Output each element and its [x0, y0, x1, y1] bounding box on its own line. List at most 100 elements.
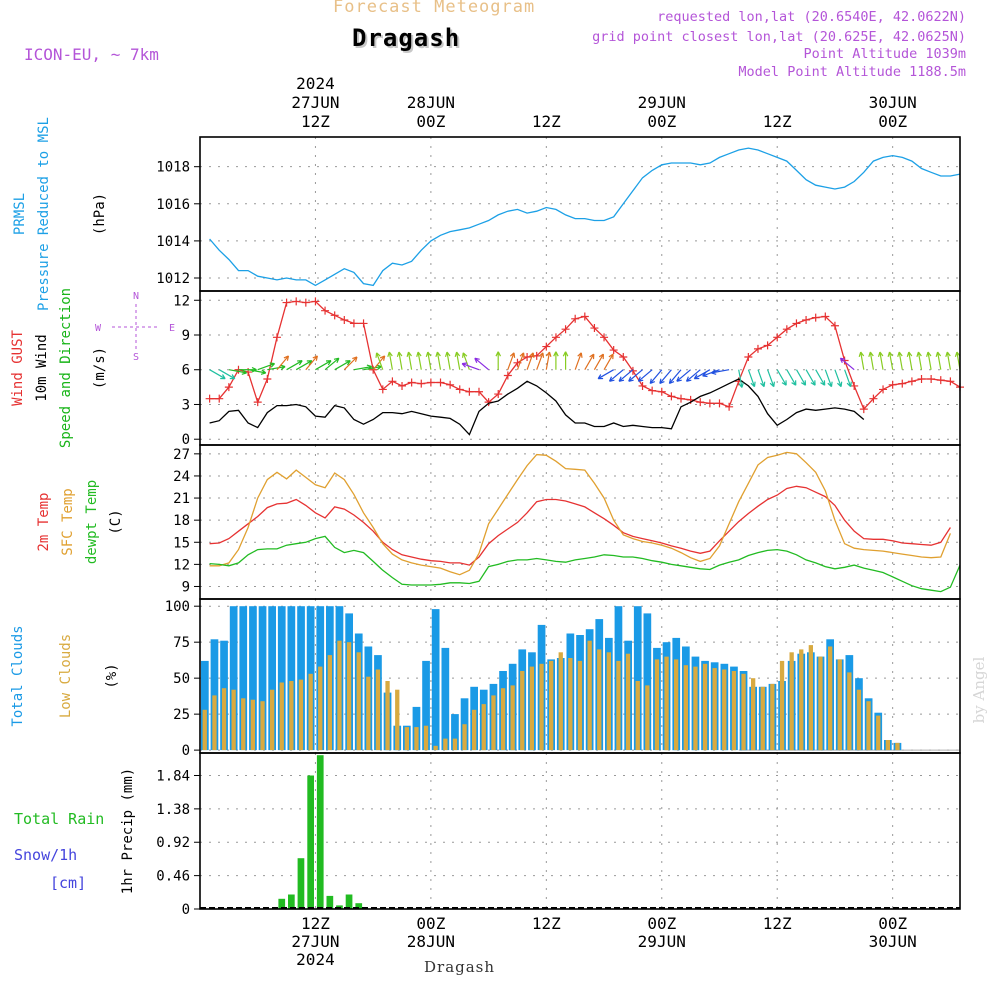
wind-arrow	[545, 351, 552, 370]
panel4-low-cloud-bar	[683, 665, 688, 751]
panel4-total-cloud-bar	[258, 606, 267, 751]
panel4-low-cloud-bar	[847, 672, 852, 751]
panel4-low-cloud-bar	[221, 688, 227, 751]
compass-n: N	[133, 291, 139, 302]
panel4-low-cloud-bar	[876, 715, 881, 751]
gust-marker	[330, 311, 339, 320]
top-time-label: 12Z	[763, 112, 792, 131]
gust-marker	[571, 314, 580, 323]
compass-s: S	[133, 352, 139, 363]
wind-arrow	[584, 353, 595, 370]
panel5-rain-bar	[307, 775, 314, 909]
panel2-ytick-label: 9	[182, 328, 190, 344]
bottom-time-label: 27JUN	[291, 932, 339, 951]
panel4-ylabel: (%)	[104, 663, 120, 688]
gust-marker	[869, 394, 878, 403]
gust-marker	[773, 333, 782, 342]
panel4-total-cloud-bar	[268, 606, 276, 751]
grid-coords: grid point closest lon,lat (20.625E, 42.…	[592, 29, 966, 45]
gust-marker	[359, 319, 368, 328]
panel4-total-cloud-bar	[451, 714, 459, 751]
panel4-low-cloud-bar	[491, 695, 496, 751]
wind-arrow	[343, 356, 358, 371]
panel4-ytick-label: 100	[165, 599, 190, 615]
wind-arrow	[858, 351, 865, 370]
gust-marker	[821, 312, 830, 321]
wind-arrow	[454, 351, 461, 370]
panel4-low-cloud-bar	[818, 656, 823, 751]
wind-arrow	[286, 360, 303, 371]
panel4-total-cloud-bar	[239, 606, 248, 751]
gust-marker	[542, 342, 551, 351]
panel4-low-cloud-bar	[452, 738, 458, 751]
bottom-time-label: 29JUN	[638, 932, 686, 951]
panel4-low-cloud-bar	[674, 659, 679, 751]
gust-marker	[888, 380, 897, 389]
panel4-low-cloud-bar	[472, 709, 477, 751]
panel5-rain-bar	[345, 894, 353, 909]
panel4-low-cloud-bar	[760, 686, 765, 751]
wind-arrow	[757, 369, 766, 388]
panel4-low-cloud-bar	[375, 669, 381, 751]
wind-arrow	[815, 369, 826, 386]
gust-marker	[398, 381, 407, 390]
panel4-low-cloud-bar	[308, 673, 313, 751]
panel4-low-cloud-bar	[664, 656, 669, 751]
panel4-total-cloud-bar	[460, 698, 469, 751]
wind-arrow	[702, 369, 720, 378]
wind-arrow	[945, 351, 951, 370]
wind-arrow	[516, 352, 525, 370]
gust-marker	[907, 377, 916, 386]
wind-arrow	[738, 369, 744, 388]
wind-arrow	[926, 351, 932, 370]
gust-marker	[407, 378, 416, 387]
panel4-low-cloud-bar	[866, 701, 871, 751]
gust-marker	[292, 297, 301, 306]
panel4-ytick-label: 25	[173, 707, 190, 723]
panel5-ytick-label: 0	[182, 902, 190, 918]
panel2-frame	[199, 290, 961, 446]
panel5-ytick-label: 1.84	[156, 768, 190, 784]
bottom-time-label: 00Z	[416, 914, 445, 933]
wind-arrow	[897, 351, 903, 370]
wind-arrow	[553, 351, 559, 370]
panel3-ytick-label: 18	[173, 513, 190, 529]
gust-marker	[725, 402, 734, 411]
wind-arrow	[834, 369, 843, 388]
gust-marker	[388, 377, 397, 386]
gust-marker	[455, 385, 464, 394]
panel4-low-cloud-bar	[270, 689, 275, 751]
panel4-low-cloud-bar	[808, 645, 813, 751]
panel4-low-cloud-bar	[587, 640, 592, 751]
panel3-ytick-label: 21	[173, 491, 190, 507]
panel4-low-cloud-bar	[337, 640, 342, 751]
gust-marker	[667, 392, 676, 401]
panel4-total-cloud-bar	[441, 647, 450, 751]
wind-arrow	[495, 351, 502, 370]
wind-arrow	[659, 369, 672, 385]
panel5-rain-bar	[326, 895, 334, 909]
wind-arrow	[649, 369, 663, 385]
wind-arrow	[315, 360, 332, 371]
panel1-ylabel: Pressure Reduced to MSL	[36, 117, 52, 311]
panel3-line-0	[209, 485, 951, 566]
panel4-low-cloud-bar	[577, 660, 583, 751]
bottom-time-label: 2024	[296, 950, 335, 969]
panel4-low-cloud-bar	[241, 698, 246, 751]
panel4-low-cloud-bar	[423, 725, 429, 751]
panel4-low-cloud-bar	[549, 660, 554, 751]
compass-e: E	[169, 323, 175, 334]
panel4-low-cloud-bar	[731, 671, 737, 751]
gust-marker	[657, 387, 666, 396]
panel4-low-cloud-bar	[346, 642, 352, 751]
panel4-low-cloud-bar	[318, 666, 323, 751]
panel4-low-cloud-bar	[616, 660, 621, 751]
panel1-ytick-label: 1012	[156, 271, 190, 287]
panel2-line-1	[209, 378, 865, 436]
wind-arrow	[257, 362, 276, 371]
panel3-ylabel: 2m Temp	[36, 492, 52, 551]
top-time-label: 28JUN	[407, 93, 455, 112]
bottom-time-label: 12Z	[301, 914, 330, 933]
panel5-ytick-label: 0.46	[156, 869, 190, 885]
